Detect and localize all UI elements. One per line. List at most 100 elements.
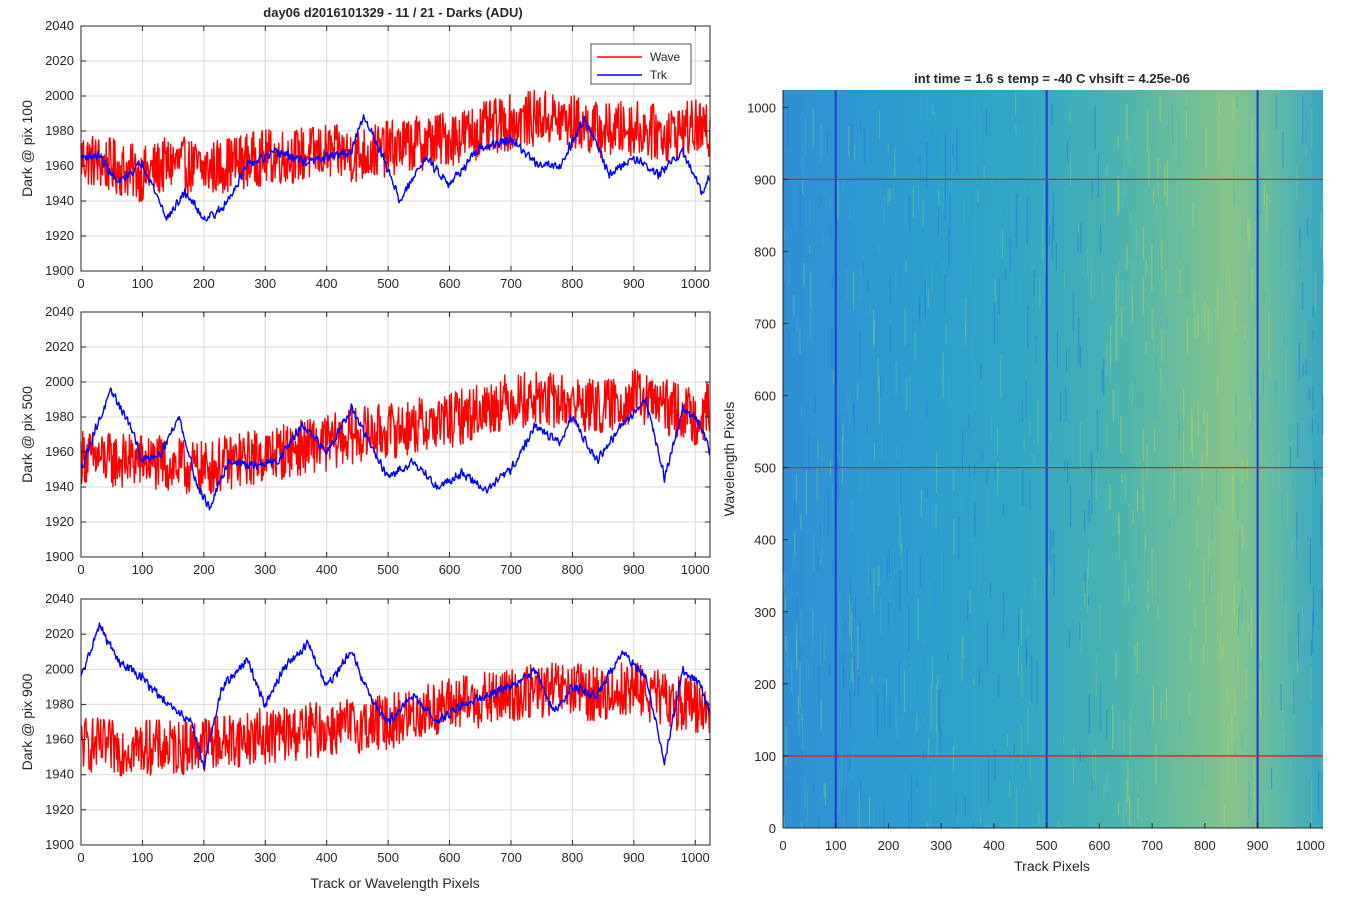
- heatmap-streak: [912, 185, 914, 218]
- heatmap-streak: [872, 695, 874, 729]
- heatmap-streak: [1099, 826, 1101, 828]
- heatmap-streak: [1010, 275, 1012, 306]
- heatmap-streak: [802, 143, 804, 176]
- heatmap-streak: [982, 451, 984, 461]
- heatmap-streak: [799, 710, 801, 735]
- x-tick-label: 500: [377, 276, 399, 291]
- heatmap-streak: [858, 677, 860, 697]
- heatmap-streak: [952, 762, 954, 775]
- heatmap-streak: [1106, 165, 1108, 177]
- heatmap-streak: [945, 325, 947, 345]
- heatmap-streak: [935, 684, 937, 731]
- heatmap-streak: [1301, 513, 1303, 555]
- heatmap-streak: [1102, 272, 1104, 296]
- heatmap-streak: [1237, 607, 1240, 655]
- heatmap-streak: [993, 483, 995, 531]
- heatmap-streak: [831, 276, 833, 289]
- heatmap-streak: [801, 823, 803, 828]
- heatmap-streak: [1083, 582, 1086, 607]
- heatmap-streak: [1016, 194, 1018, 225]
- heatmap-streak: [880, 376, 882, 399]
- heatmap-streak: [1194, 607, 1196, 627]
- heatmap-streak: [1053, 197, 1055, 214]
- heatmap-streak: [1145, 340, 1147, 354]
- heatmap-streak: [1197, 435, 1199, 453]
- y-tick-label: 1960: [45, 732, 74, 747]
- heatmap-streak: [1245, 668, 1247, 700]
- heatmap-x-tick-label: 100: [825, 838, 847, 853]
- heatmap-streak: [932, 703, 934, 739]
- heatmap-streak: [1015, 206, 1017, 249]
- heatmap-streak: [1034, 125, 1036, 172]
- heatmap-streak: [1091, 477, 1094, 505]
- heatmap-x-tick-label: 600: [1089, 838, 1111, 853]
- heatmap-streak: [1025, 379, 1027, 418]
- heatmap-streak: [906, 548, 908, 594]
- heatmap-streak: [1222, 641, 1224, 659]
- heatmap-streak: [1151, 588, 1154, 603]
- heatmap-streak: [1039, 278, 1041, 310]
- heatmap-streak: [1186, 194, 1188, 207]
- heatmap-streak: [1285, 605, 1287, 648]
- heatmap-streak: [893, 169, 895, 201]
- heatmap-streak: [1011, 747, 1013, 793]
- y-tick-label: 2040: [45, 304, 74, 319]
- heatmap-streak: [1297, 422, 1299, 458]
- heatmap-streak: [812, 607, 814, 654]
- heatmap-streak: [1106, 770, 1108, 791]
- x-tick-label: 0: [77, 850, 84, 865]
- heatmap-streak: [1088, 693, 1090, 735]
- heatmap-streak: [1076, 735, 1078, 754]
- heatmap-streak: [968, 464, 970, 477]
- heatmap-streak: [1206, 412, 1208, 456]
- heatmap-streak: [878, 376, 880, 424]
- heatmap-streak: [1296, 637, 1298, 675]
- heatmap-streak: [1042, 723, 1044, 768]
- heatmap-streak: [934, 765, 936, 809]
- heatmap-streak: [922, 601, 924, 644]
- heatmap-streak: [935, 451, 938, 494]
- y-tick-label: 1940: [45, 767, 74, 782]
- heatmap-streak: [1035, 341, 1037, 368]
- heatmap-streak: [1045, 244, 1047, 276]
- heatmap-streak: [1026, 197, 1028, 245]
- y-axis-label: Dark @ pix 900: [19, 673, 35, 770]
- heatmap-streak: [1142, 227, 1144, 261]
- heatmap-streak: [818, 665, 820, 703]
- heatmap-streak: [783, 572, 785, 590]
- heatmap-y-tick-label: 900: [754, 172, 776, 187]
- heatmap-streak: [1178, 418, 1180, 441]
- heatmap-streak: [1048, 226, 1050, 247]
- heatmap-streak: [1255, 326, 1257, 364]
- heatmap-streak: [1118, 179, 1120, 212]
- heatmap-streak: [1321, 577, 1323, 610]
- y-tick-label: 1920: [45, 514, 74, 529]
- heatmap-streak: [1262, 132, 1264, 152]
- heatmap-streak: [1165, 688, 1168, 721]
- y-tick-label: 1960: [45, 158, 74, 173]
- heatmap-streak: [1088, 499, 1090, 523]
- heatmap-streak: [1141, 819, 1143, 828]
- heatmap-streak: [1015, 123, 1017, 135]
- heatmap-streak: [1196, 711, 1198, 748]
- heatmap-streak: [1147, 601, 1149, 612]
- heatmap-streak: [1217, 195, 1219, 244]
- heatmap-streak: [832, 370, 835, 384]
- heatmap-streak: [809, 301, 811, 343]
- heatmap-streak: [927, 288, 929, 309]
- heatmap-streak: [1130, 153, 1132, 166]
- heatmap-streak: [799, 327, 801, 354]
- heatmap-streak: [1174, 114, 1176, 162]
- heatmap-streak: [1047, 182, 1049, 224]
- heatmap-streak: [919, 555, 922, 588]
- heatmap-streak: [786, 782, 788, 801]
- heatmap-streak: [1266, 193, 1268, 232]
- heatmap-streak: [1217, 119, 1219, 161]
- heatmap-streak: [971, 336, 973, 358]
- y-tick-label: 2000: [45, 88, 74, 103]
- heatmap-streak: [924, 815, 926, 828]
- heatmap-streak: [1023, 438, 1025, 451]
- heatmap-streak: [796, 595, 798, 620]
- heatmap-streak: [1079, 345, 1081, 368]
- heatmap-streak: [1197, 315, 1199, 338]
